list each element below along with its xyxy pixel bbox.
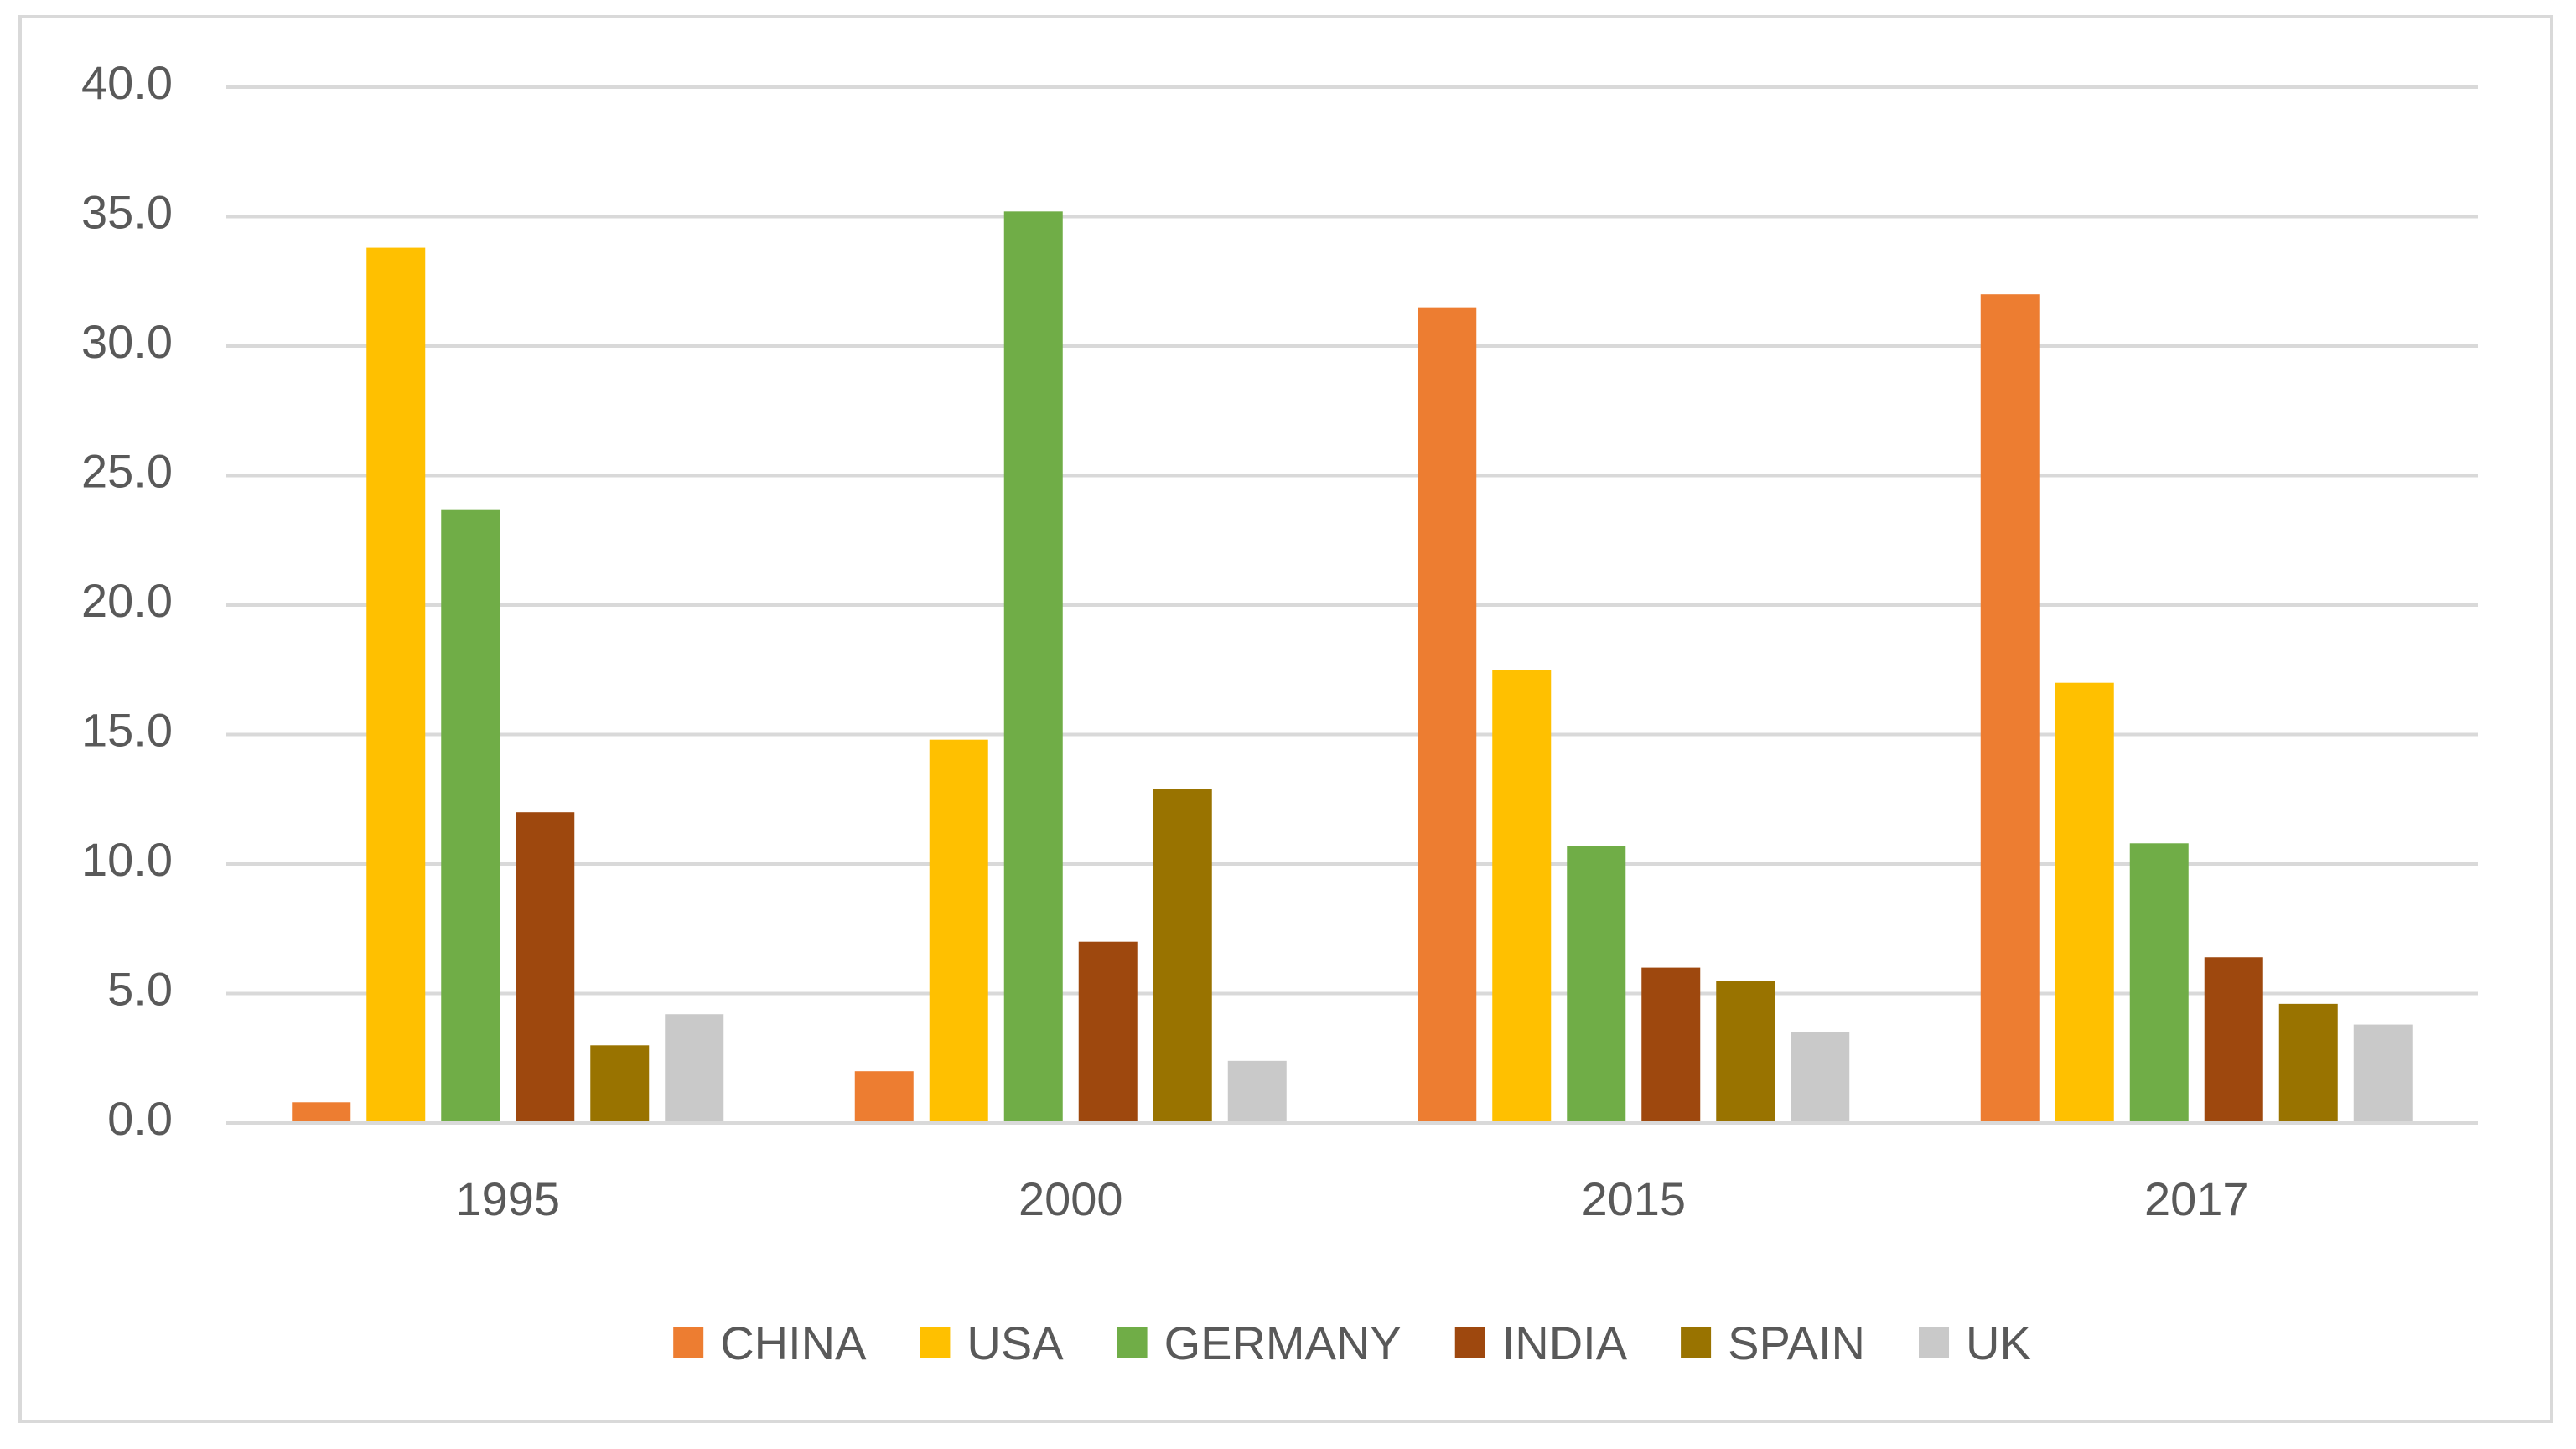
y-tick-label: 35.0	[81, 186, 173, 239]
bar-usa-1995	[366, 247, 426, 1124]
bar-spain-2017	[2278, 1003, 2338, 1123]
y-tick-label: 20.0	[81, 574, 173, 627]
bar-uk-2017	[2353, 1024, 2413, 1123]
bar-india-2017	[2204, 957, 2263, 1123]
bar-uk-2015	[1791, 1032, 1850, 1123]
bars	[292, 211, 2413, 1124]
bar-china-2017	[1980, 294, 2040, 1123]
bar-india-1995	[516, 812, 575, 1123]
gridlines	[226, 85, 2478, 996]
y-tick-label: 30.0	[81, 315, 173, 368]
y-tick-label: 40.0	[81, 56, 173, 109]
y-axis-tick-labels: 0.0 5.0 10.0 15.0 20.0 25.0 30.0 35.0 40.0	[81, 56, 173, 1145]
bar-india-2000	[1078, 941, 1138, 1123]
bar-china-2015	[1418, 307, 1477, 1123]
y-tick-label: 10.0	[81, 833, 173, 886]
legend-swatch-germany	[1117, 1327, 1148, 1358]
legend-swatch-usa	[920, 1327, 951, 1358]
bar-usa-2000	[929, 739, 988, 1123]
bar-china-2000	[854, 1071, 914, 1123]
legend-swatch-india	[1454, 1327, 1485, 1358]
bar-spain-2000	[1153, 789, 1212, 1123]
bar-spain-1995	[590, 1045, 650, 1123]
y-tick-label: 15.0	[81, 704, 173, 757]
legend-label-uk: UK	[1966, 1317, 2031, 1369]
bar-china-1995	[292, 1102, 351, 1123]
x-tick-label: 2015	[1581, 1172, 1686, 1225]
bar-germany-1995	[441, 509, 500, 1123]
legend-swatch-spain	[1681, 1327, 1712, 1358]
bar-spain-2015	[1716, 981, 1775, 1123]
legend-label-germany: GERMANY	[1164, 1317, 1402, 1369]
bar-india-2015	[1641, 967, 1701, 1123]
bar-uk-1995	[665, 1014, 724, 1123]
bar-chart: 0.0 5.0 10.0 15.0 20.0 25.0 30.0 35.0 40.0 1995 2…	[81, 56, 2478, 1369]
legend-swatch-uk	[1919, 1327, 1950, 1358]
legend-label-spain: SPAIN	[1728, 1317, 1865, 1369]
x-tick-label: 2000	[1018, 1172, 1123, 1225]
legend-swatch-china	[673, 1327, 704, 1358]
bar-usa-2017	[2055, 682, 2114, 1123]
legend-label-india: INDIA	[1502, 1317, 1628, 1369]
legend: CHINA USA GERMANY INDIA SPAIN UK	[673, 1317, 2031, 1369]
bar-germany-2017	[2129, 843, 2189, 1123]
y-tick-label: 5.0	[107, 963, 173, 1016]
x-tick-label: 2017	[2144, 1172, 2249, 1225]
x-axis-tick-labels: 1995 2000 2015 2017	[455, 1172, 2248, 1225]
bar-germany-2000	[1003, 211, 1063, 1123]
chart-area: 0.0 5.0 10.0 15.0 20.0 25.0 30.0 35.0 40.0 1995 2…	[18, 15, 2553, 1423]
legend-label-usa: USA	[967, 1317, 1064, 1369]
bar-germany-2015	[1567, 846, 1626, 1123]
y-tick-label: 0.0	[107, 1092, 173, 1145]
legend-label-china: CHINA	[720, 1317, 867, 1369]
bar-uk-2000	[1227, 1060, 1287, 1123]
bar-usa-2015	[1492, 670, 1552, 1123]
x-tick-label: 1995	[455, 1172, 560, 1225]
y-tick-label: 25.0	[81, 445, 173, 498]
